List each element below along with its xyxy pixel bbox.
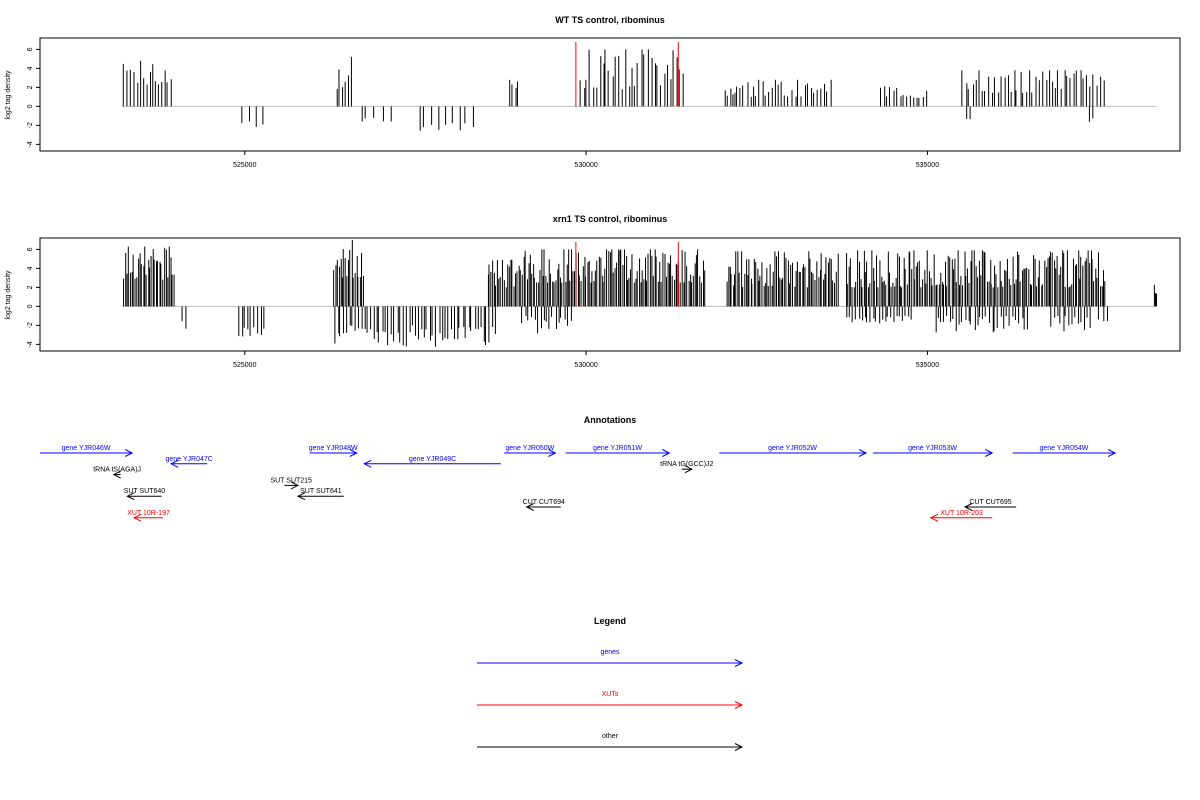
annotation-arrow-head: [929, 513, 939, 522]
wt-y-axis: -4 -2 0 2 4 6: [27, 47, 40, 147]
annotation-label: gene YJR047C: [165, 456, 212, 463]
annotation-arrow-head: [112, 470, 121, 479]
wt-y-tick-label: -4: [27, 141, 34, 147]
annotation-label: XUT 10R-203: [940, 510, 983, 517]
annotation-arrow-head: [363, 459, 372, 468]
annotation-arrow-head: [169, 459, 179, 468]
wt-y-tick-label: 2: [27, 85, 34, 89]
annotation-arrow-head: [126, 492, 135, 501]
annotation-label: SUT SUT640: [124, 488, 166, 495]
wt-x-tick-label: 535000: [916, 162, 939, 169]
annotation-label: gene YJR054W: [1039, 445, 1088, 452]
legend-label: genes: [600, 649, 620, 656]
annotation-arrow-head: [684, 465, 694, 474]
annotation-tracks: gene YJR046W gene YJR047C gene YJR048W gene…: [40, 445, 1117, 522]
wt-x-axis: 525000 530000 535000: [233, 151, 939, 169]
annotation-arrow-head: [1107, 449, 1117, 457]
annotation-arrow-head: [963, 503, 973, 511]
legend-label: other: [602, 733, 619, 740]
xrn1-y-tick-label: 0: [27, 304, 34, 308]
xrn1-y-tick-label: 2: [27, 285, 34, 289]
legend-label: XUTs: [602, 691, 619, 698]
xrn1-x-tick-label: 530000: [574, 362, 597, 369]
annotation-arrow-head: [349, 449, 358, 457]
legend-arrow-head: [734, 659, 744, 667]
wt-panel: WT TS control, ribominus log2 tag densit…: [5, 15, 1181, 169]
wt-x-tick-label: 525000: [233, 162, 256, 169]
xrn1-y-tick-label: -4: [27, 341, 34, 347]
xrn1-y-tick-label: 4: [27, 266, 34, 270]
annotation-label: gene YJR052W: [768, 445, 817, 452]
wt-plot-frame: [39, 37, 1181, 152]
xrn1-y-tick-label: -2: [27, 322, 34, 328]
annotation-label: gene YJR046W: [62, 445, 111, 452]
wt-y-tick-label: 4: [27, 66, 34, 70]
xrn1-y-axis: -4 -2 0 2 4 6: [27, 247, 40, 347]
annotation-label: SUT SUT641: [300, 488, 342, 495]
annotations-title: Annotations: [584, 415, 637, 425]
wt-panel-title: WT TS control, ribominus: [555, 15, 665, 25]
xrn1-panel: xrn1 TS control, ribominus log2 tag dens…: [5, 214, 1181, 369]
annotation-label: CUT CUT695: [969, 499, 1011, 506]
annotation-arrow-head: [662, 449, 671, 457]
annotation-arrow-head: [985, 449, 994, 457]
annotation-label: tRNA tG(GCC)J2: [660, 461, 713, 468]
annotation-label: SUT SUT215: [270, 477, 312, 484]
xrn1-y-tick-label: 6: [27, 247, 34, 251]
wt-x-tick-label: 530000: [574, 162, 597, 169]
annotation-arrow-head: [124, 449, 134, 457]
annotation-label: CUT CUT694: [523, 499, 565, 506]
legend-arrow-head: [734, 743, 744, 751]
annotation-arrow-head: [858, 449, 868, 457]
annotation-arrow-head: [133, 513, 142, 522]
wt-y-tick-label: 0: [27, 104, 34, 108]
legend-entries: genes XUTs other: [477, 649, 744, 751]
xrn1-x-axis: 525000 530000 535000: [233, 351, 939, 369]
annotation-arrow-head: [296, 492, 306, 501]
annotation-label: gene YJR049C: [409, 456, 456, 463]
xrn1-y-axis-label: log2 tag density: [5, 270, 12, 320]
wt-bars: [121, 42, 1157, 131]
annotation-arrow-head: [548, 449, 557, 457]
xrn1-bars: [121, 239, 1158, 347]
annotation-label: XUT 10R-197: [127, 510, 170, 517]
annotation-label: gene YJR048W: [309, 445, 358, 452]
wt-y-tick-label: 6: [27, 47, 34, 51]
annotation-label: gene YJR050W: [505, 445, 554, 452]
annotation-label: gene YJR051W: [593, 445, 642, 452]
annotation-arrow-head: [525, 503, 534, 511]
wt-y-tick-label: -2: [27, 122, 34, 128]
annotation-label: gene YJR053W: [908, 445, 957, 452]
wt-y-axis-label: log2 tag density: [5, 70, 12, 120]
legend-title: Legend: [594, 616, 626, 626]
legend: Legend genes XUTs other: [477, 616, 744, 751]
xrn1-x-tick-label: 535000: [916, 362, 939, 369]
xrn1-x-tick-label: 525000: [233, 362, 256, 369]
xrn1-panel-title: xrn1 TS control, ribominus: [553, 214, 668, 224]
annotation-arrow-head: [290, 481, 300, 490]
legend-arrow-head: [734, 701, 744, 709]
annotation-label: tRNA tS(AGA)J: [93, 467, 141, 474]
xrn1-plot-frame: [39, 237, 1181, 352]
